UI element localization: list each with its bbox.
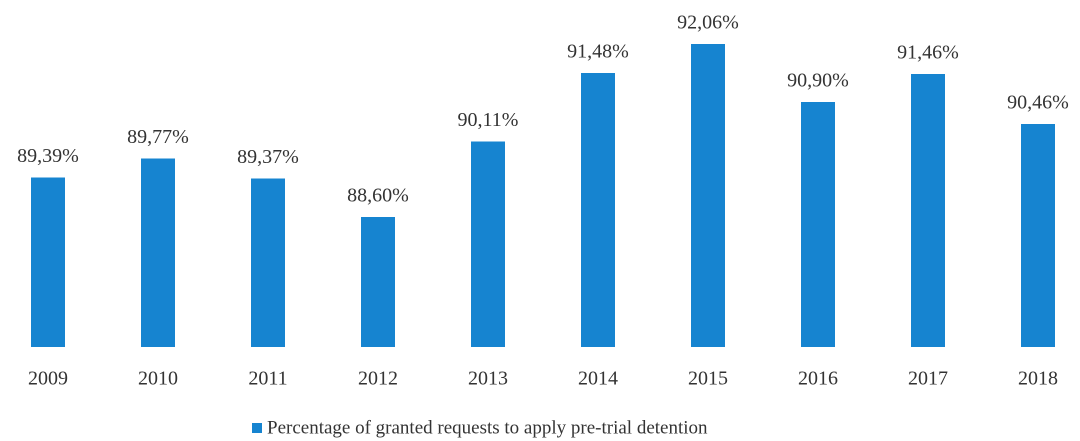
x-tick-label: 2014 (578, 368, 618, 390)
x-tick-label: 2018 (1018, 368, 1058, 390)
x-tick-label: 2015 (688, 368, 728, 390)
bar (471, 141, 505, 347)
x-tick-label: 2013 (468, 368, 508, 390)
data-label: 91,48% (567, 41, 629, 63)
bar (801, 102, 835, 347)
x-tick-label: 2010 (138, 368, 178, 390)
bar (141, 158, 175, 347)
x-tick-label: 2012 (358, 368, 398, 390)
data-label: 90,11% (458, 109, 519, 131)
x-tick-label: 2009 (28, 368, 68, 390)
bar (691, 44, 725, 347)
x-tick-label: 2011 (248, 368, 287, 390)
bar (31, 177, 65, 347)
data-label: 89,39% (17, 145, 79, 167)
data-label: 92,06% (677, 12, 739, 34)
x-tick-label: 2016 (798, 368, 838, 390)
legend-swatch (252, 423, 262, 433)
data-label: 89,37% (237, 146, 299, 168)
bar (911, 74, 945, 347)
data-label: 89,77% (127, 126, 189, 148)
data-label: 90,90% (787, 70, 849, 92)
bar (251, 178, 285, 347)
bar (581, 73, 615, 347)
x-tick-label: 2017 (908, 368, 948, 390)
bar (361, 217, 395, 347)
legend-label: Percentage of granted requests to apply … (267, 417, 708, 438)
data-label: 91,46% (897, 42, 959, 64)
data-label: 88,60% (347, 185, 409, 207)
data-label: 90,46% (1007, 92, 1069, 114)
bar (1021, 124, 1055, 347)
